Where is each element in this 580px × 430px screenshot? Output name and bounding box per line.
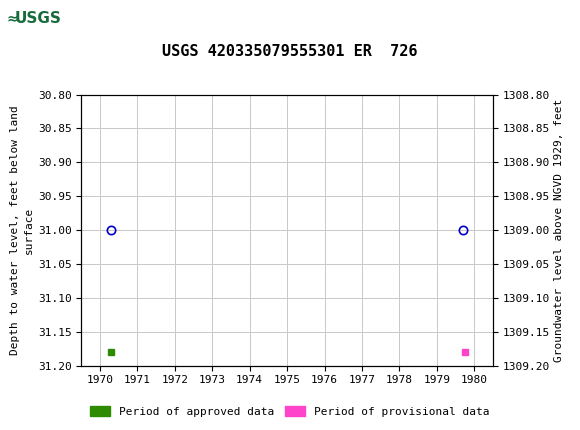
Y-axis label: Groundwater level above NGVD 1929, feet: Groundwater level above NGVD 1929, feet [554, 98, 564, 362]
Y-axis label: Depth to water level, feet below land
surface: Depth to water level, feet below land su… [10, 105, 34, 355]
Text: ≈: ≈ [7, 11, 19, 25]
Text: USGS 420335079555301 ER  726: USGS 420335079555301 ER 726 [162, 44, 418, 59]
Text: USGS: USGS [14, 11, 61, 26]
Bar [3, 3, 72, 34]
Legend: Period of approved data, Period of provisional data: Period of approved data, Period of provi… [87, 403, 493, 420]
